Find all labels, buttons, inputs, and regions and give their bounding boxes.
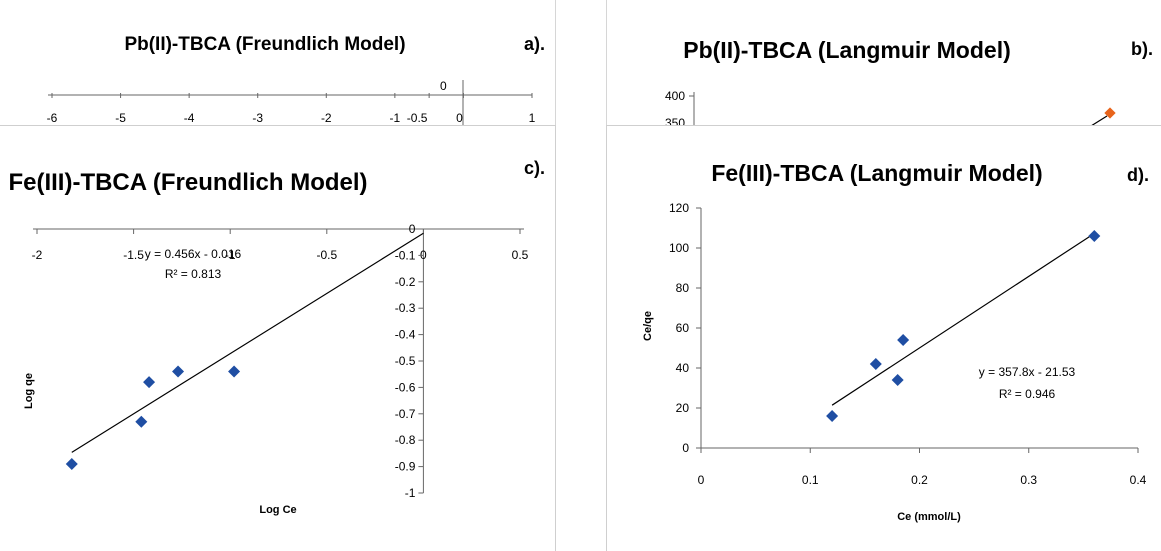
chart-panel-d: Fe(III)-TBCA (Langmuir Model) d). 0 0.1 0.…: [606, 125, 1161, 551]
chart-c-y-tick-label: -0.6: [395, 380, 416, 394]
chart-d-y-ticks: 0 20 40 60 80 100 120: [669, 201, 701, 455]
chart-b-title: Pb(II)-TBCA (Langmuir Model): [683, 37, 1011, 63]
chart-a-x-tick-label: -2: [321, 111, 332, 125]
chart-d-title: Fe(III)-TBCA (Langmuir Model): [711, 160, 1042, 186]
chart-d-y-tick-label: 20: [676, 401, 690, 415]
chart-a-x-tick-label: -3: [252, 111, 263, 125]
chart-a-x-tick-label: -6: [47, 111, 58, 125]
chart-d-x-tick-label: 0.4: [1130, 473, 1147, 487]
chart-c-x-tick-label: 0: [420, 248, 427, 262]
chart-d-y-tick-label: 120: [669, 201, 689, 215]
chart-d-x-tick-label: 0.3: [1020, 473, 1037, 487]
chart-b-y-tick-label: 350: [665, 116, 685, 125]
chart-c-x-tick-label: 0.5: [512, 248, 529, 262]
chart-c-panel-label: c).: [524, 158, 545, 178]
chart-d-panel-label: d).: [1127, 165, 1149, 185]
chart-d-x-tick-label: 0.2: [911, 473, 928, 487]
chart-c-data-point: [228, 365, 241, 378]
chart-c-y-tick-label: -0.1: [395, 248, 416, 262]
chart-c-x-tick-label: -1.5: [123, 248, 144, 262]
chart-c-data-point: [135, 415, 148, 428]
chart-d-data-point: [891, 374, 904, 386]
chart-c-y-axis-label: Log qe: [23, 373, 35, 409]
chart-d-trendline: [831, 232, 1095, 406]
chart-d-x-axis-label: Ce (mmol/L): [897, 511, 961, 523]
chart-b-svg: Pb(II)-TBCA (Langmuir Model) b). 400 350: [665, 37, 1153, 125]
chart-c-y-tick-label: -0.9: [395, 460, 416, 474]
chart-d-data-point: [1088, 230, 1101, 242]
chart-d-equation: y = 357.8x - 21.53: [979, 365, 1076, 379]
chart-c-title: Fe(III)-TBCA (Freundlich Model): [8, 169, 367, 196]
chart-c-y-tick-label: -0.3: [395, 301, 416, 315]
chart-c-y-tick-label: 0: [409, 222, 416, 236]
chart-d-y-tick-label: 60: [676, 321, 690, 335]
chart-c-data-points: [65, 365, 241, 470]
chart-a-x-tick-label: 0: [456, 111, 463, 125]
chart-c-trendline: [71, 232, 424, 453]
chart-d-y-tick-label: 0: [682, 441, 689, 455]
chart-a-x-tick-label: -1: [390, 111, 401, 125]
chart-c-x-tick-label: -0.5: [316, 248, 337, 262]
chart-d-r2: R² = 0.946: [999, 387, 1056, 401]
chart-c-x-tick-label: -1: [225, 248, 236, 262]
chart-c-data-point: [65, 457, 78, 470]
chart-c-equation: y = 0.456x - 0.016: [145, 247, 242, 261]
chart-d-data-point: [826, 410, 839, 422]
chart-c-x-ticks: -2 -1.5 -1 -0.5 0 0.5: [32, 229, 529, 262]
chart-a-y-tick-label: 0: [440, 79, 447, 93]
chart-a-svg: Pb(II)-TBCA (Freundlich Model) a). -6 -5-…: [47, 34, 545, 125]
chart-b-y-tick-label: 400: [665, 89, 685, 103]
chart-a-x-tick-label: -0.5: [407, 111, 428, 125]
chart-panel-c: Fe(III)-TBCA (Freundlich Model) c). -2 -1…: [0, 125, 556, 551]
chart-a-x-tick-label: -4: [184, 111, 195, 125]
chart-a-x-ticks: -6 -5 -4 -3 -2 -1 -0.5 0 1: [47, 93, 536, 125]
chart-d-x-tick-label: 0.1: [802, 473, 819, 487]
chart-d-y-axis-label: Ce/qe: [642, 311, 654, 341]
chart-a-panel-label: a).: [524, 34, 545, 54]
chart-c-y-ticks: 0 -0.1 -0.2 -0.3 -0.4 -0.5 -0.6 -0.7 -0.8 -0.9 -1: [395, 222, 424, 500]
chart-c-y-tick-label: -1: [405, 486, 416, 500]
chart-d-data-point: [897, 334, 910, 346]
chart-c-y-tick-label: -0.4: [395, 328, 416, 342]
chart-d-y-tick-label: 100: [669, 241, 689, 255]
chart-b-panel-label: b).: [1131, 39, 1153, 59]
chart-c-svg: Fe(III)-TBCA (Freundlich Model) c). -2 -1…: [8, 158, 545, 516]
chart-b-trendline: [1091, 115, 1108, 125]
chart-c-data-point: [143, 376, 156, 389]
chart-c-y-tick-label: -0.2: [395, 275, 416, 289]
chart-d-y-tick-label: 80: [676, 281, 690, 295]
chart-c-x-axis-label: Log Ce: [259, 504, 296, 516]
chart-c-y-tick-label: -0.7: [395, 407, 416, 421]
chart-panel-a: Pb(II)-TBCA (Freundlich Model) a). -6 -5-…: [0, 0, 556, 125]
chart-c-r2: R² = 0.813: [165, 267, 222, 281]
chart-d-svg: Fe(III)-TBCA (Langmuir Model) d). 0 0.1 0.…: [642, 160, 1149, 523]
chart-c-y-tick-label: -0.8: [395, 433, 416, 447]
chart-d-x-ticks: 0 0.1 0.2 0.3 0.4: [698, 448, 1147, 487]
chart-d-x-tick-label: 0: [698, 473, 705, 487]
chart-b-data-point: [1104, 107, 1116, 119]
chart-a-title: Pb(II)-TBCA (Freundlich Model): [124, 34, 405, 55]
chart-d-data-points: [826, 230, 1101, 422]
chart-d-y-tick-label: 40: [676, 361, 690, 375]
chart-a-x-tick-label: -5: [115, 111, 126, 125]
chart-c-x-tick-label: -2: [32, 248, 43, 262]
chart-c-y-tick-label: -0.5: [395, 354, 416, 368]
chart-c-data-point: [172, 365, 185, 378]
chart-a-x-tick-label: 1: [529, 111, 536, 125]
chart-d-data-point: [869, 358, 882, 370]
chart-panel-b: Pb(II)-TBCA (Langmuir Model) b). 400 350: [606, 0, 1161, 125]
